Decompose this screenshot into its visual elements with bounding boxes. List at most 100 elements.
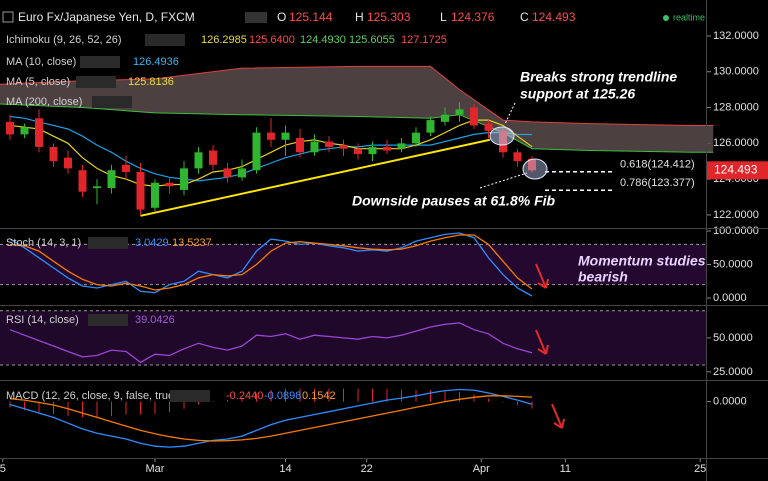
candle-body <box>383 146 391 151</box>
legend-value: 126.2985 <box>201 34 247 46</box>
band-fill <box>0 244 706 285</box>
legend-name: MACD (12, 26, close, 9, false, true) <box>6 390 178 402</box>
candle-body <box>368 146 377 155</box>
candle-body <box>412 132 420 144</box>
last-price-box <box>707 161 768 180</box>
y-tick-label: 132.0000 <box>713 30 759 42</box>
legend-name: MA (5, close) <box>6 76 70 88</box>
y-tick-label: 122.0000 <box>713 209 759 221</box>
legend-icons[interactable] <box>80 56 120 68</box>
candle-body <box>252 132 261 171</box>
l-value: 124.376 <box>451 10 495 24</box>
indicator-line <box>9 388 533 448</box>
candle-body <box>354 148 362 155</box>
highlight <box>489 126 515 146</box>
y-tick-label: 50.0000 <box>713 258 753 270</box>
legend-value: 124.4930 <box>300 34 346 46</box>
candle-body <box>310 141 319 153</box>
candle-body <box>136 171 145 210</box>
indicator-line <box>9 234 533 291</box>
candle-body <box>6 121 14 135</box>
candle-body <box>484 123 493 131</box>
moving-average <box>9 119 533 187</box>
legend-value: 125.6400 <box>249 34 295 46</box>
icons[interactable] <box>245 12 267 23</box>
candle-body <box>49 146 58 162</box>
y-tick-label: 128.0000 <box>713 101 759 113</box>
legend-value: 13.5237 <box>172 237 212 249</box>
status-dot <box>663 15 669 21</box>
annotation: Momentum studies <box>578 253 706 269</box>
candle-body <box>107 170 116 189</box>
indicator-line <box>9 322 533 364</box>
candle-body <box>122 164 130 172</box>
legend-name: MA (10, close) <box>6 56 76 68</box>
candle-body <box>296 137 304 153</box>
decorations <box>479 102 565 429</box>
y-tick-label: 100.0000 <box>713 225 759 237</box>
l-label: L <box>440 10 447 24</box>
collapse-icon[interactable] <box>2 11 14 23</box>
legend-name: MA (200, close) <box>6 96 82 108</box>
candle-body <box>397 143 406 149</box>
x-tick-label: 11 <box>560 463 571 475</box>
legend-value: 125.6055 <box>349 34 395 46</box>
last-price-label: 124.493 <box>714 162 758 176</box>
candle-body <box>64 157 72 169</box>
legend-icons[interactable] <box>170 390 210 402</box>
h-label: H <box>355 10 364 24</box>
legend-icons[interactable] <box>92 96 132 108</box>
annotation: Breaks strong trendline <box>520 69 677 85</box>
candle-body <box>426 120 435 133</box>
legend-name: Ichimoku (9, 26, 52, 26) <box>6 34 122 46</box>
indicator-line <box>9 232 533 297</box>
candle-body <box>441 114 449 122</box>
symbol: Euro Fx/Japanese Yen, D, FXCM <box>18 10 195 24</box>
legend-value: 126.4936 <box>133 56 179 68</box>
x-tick-label: 5 <box>0 463 6 475</box>
legend-value: 127.1725 <box>401 34 447 46</box>
candle-body <box>194 152 203 169</box>
cloud <box>0 66 714 153</box>
candle-body <box>209 150 217 165</box>
candle-body <box>223 168 232 178</box>
candle-body <box>35 118 43 147</box>
trendline <box>140 138 491 217</box>
x-tick-label: 25 <box>694 463 706 475</box>
legend-icons[interactable] <box>88 237 128 249</box>
legend-name: Stoch (14, 3, 1) <box>6 237 81 249</box>
c-label: C <box>520 10 529 24</box>
x-tick-label: 14 <box>279 463 291 475</box>
candle-body <box>455 109 464 115</box>
candle-body <box>78 170 87 192</box>
status: realtime <box>673 12 705 22</box>
y-tick-label: 130.0000 <box>713 66 759 78</box>
legend-value: 125.8136 <box>128 76 174 88</box>
arrow <box>535 263 549 289</box>
legend-icons[interactable] <box>88 314 128 326</box>
legend-value: -0.0898 <box>264 390 301 402</box>
legend-value: 3.0429 <box>135 237 169 249</box>
candle-body <box>339 145 348 149</box>
legend-icons[interactable] <box>145 34 185 46</box>
x-tick-label: Apr <box>473 463 490 475</box>
fib-label: 0.786(123.377) <box>620 177 695 189</box>
candle-body <box>267 132 275 140</box>
o-label: O <box>277 10 286 24</box>
x-tick-label: 22 <box>361 463 373 475</box>
y-tick-label: 126.0000 <box>713 137 759 149</box>
arrow <box>535 329 549 355</box>
annotation: bearish <box>578 269 628 285</box>
candle-body <box>151 182 159 208</box>
candle-body <box>165 182 174 187</box>
legend-name: RSI (14, close) <box>6 314 79 326</box>
callout-arrow <box>479 172 528 189</box>
candle-body <box>528 158 536 171</box>
o-value: 125.144 <box>289 10 333 24</box>
annotation: support at 125.26 <box>520 86 635 102</box>
legend-icons[interactable] <box>76 76 116 88</box>
candle-body <box>180 168 188 190</box>
legend-value: 0.1542 <box>302 390 336 402</box>
